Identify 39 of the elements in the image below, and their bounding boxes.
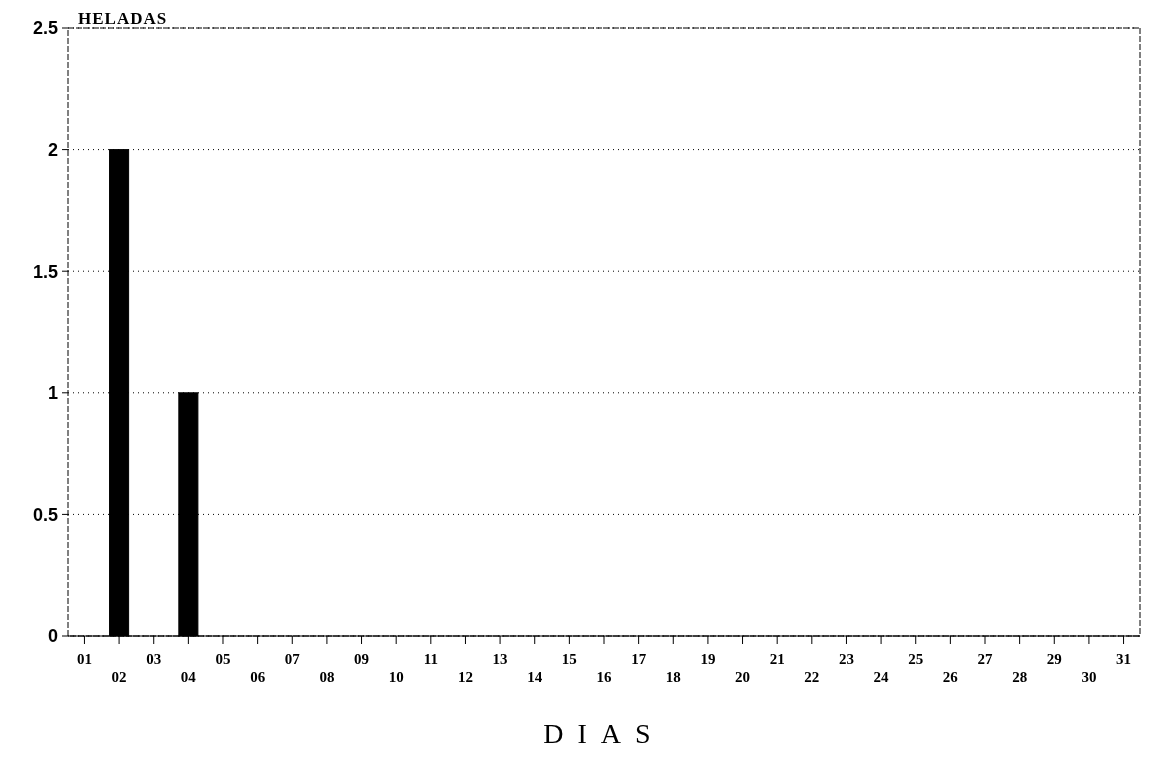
y-axis-title: HELADAS xyxy=(78,9,168,28)
x-tick-label: 25 xyxy=(908,651,924,667)
x-tick-label: 04 xyxy=(180,669,197,685)
y-tick-label: 0.5 xyxy=(32,504,58,525)
x-tick-label: 11 xyxy=(423,651,438,667)
x-tick-label: 03 xyxy=(146,651,162,667)
y-tick-label: 2.5 xyxy=(32,18,58,39)
x-tick-label: 31 xyxy=(1116,651,1132,667)
x-tick-label: 26 xyxy=(942,669,959,685)
x-tick-label: 30 xyxy=(1081,669,1097,685)
x-tick-label: 12 xyxy=(457,669,473,685)
x-tick-label: 07 xyxy=(284,651,301,667)
x-tick-label: 06 xyxy=(250,669,266,685)
x-tick-label: 02 xyxy=(111,669,127,685)
x-tick-label: 14 xyxy=(527,669,543,685)
x-tick-label: 20 xyxy=(735,669,751,685)
x-axis-title: DIAS xyxy=(543,718,665,749)
x-tick-label: 05 xyxy=(215,651,231,667)
x-tick-label: 24 xyxy=(873,669,890,685)
x-tick-label: 18 xyxy=(665,669,681,685)
y-tick-label: 1 xyxy=(47,383,58,404)
x-tick-label: 17 xyxy=(631,651,647,667)
x-tick-label: 09 xyxy=(354,651,370,667)
x-tick-label: 08 xyxy=(319,669,335,685)
x-tick-label: 27 xyxy=(977,651,993,667)
x-tick-label: 19 xyxy=(700,651,716,667)
x-tick-label: 01 xyxy=(76,651,92,667)
x-tick-label: 16 xyxy=(596,669,612,685)
x-tick-label: 10 xyxy=(388,669,404,685)
x-tick-label: 15 xyxy=(561,651,577,667)
x-tick-label: 22 xyxy=(804,669,820,685)
x-tick-label: 21 xyxy=(769,651,785,667)
x-tick-label: 29 xyxy=(1046,651,1062,667)
x-tick-label: 13 xyxy=(492,651,508,667)
y-tick-label: 0 xyxy=(47,626,58,647)
y-tick-label: 1.5 xyxy=(32,261,58,282)
x-tick-label: 28 xyxy=(1012,669,1028,685)
x-tick-label: 23 xyxy=(838,651,854,667)
y-tick-label: 2 xyxy=(47,139,58,160)
